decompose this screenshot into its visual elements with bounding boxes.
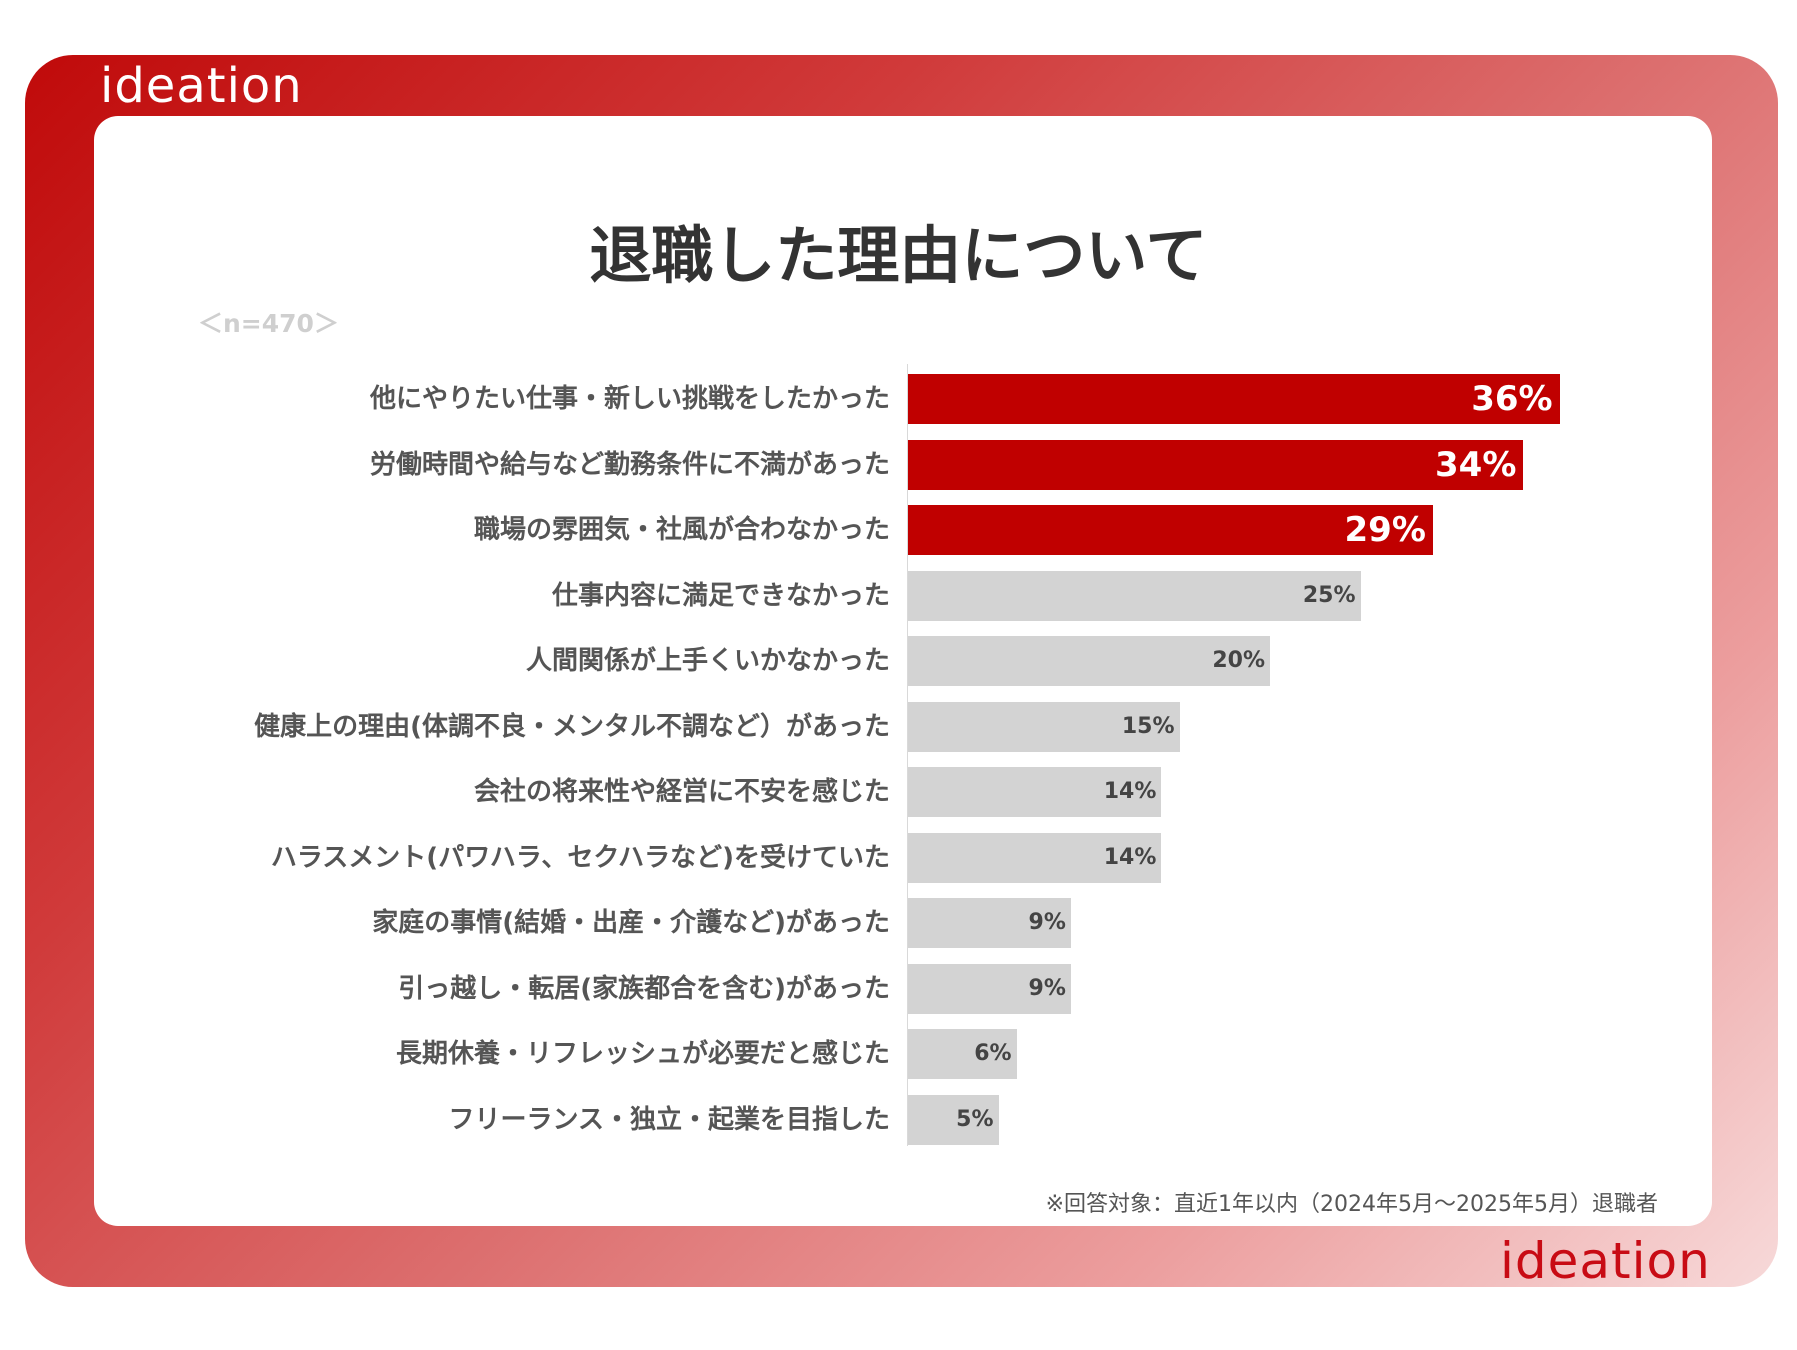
value-label: 9% bbox=[1028, 910, 1066, 935]
bar bbox=[908, 374, 1560, 424]
category-label: 人間関係が上手くいかなかった bbox=[525, 646, 890, 676]
category-label: 健康上の理由(体調不良・メンタル不調など）があった bbox=[254, 711, 890, 742]
value-label: 36% bbox=[1471, 379, 1553, 419]
category-label: フリーランス・独立・起業を目指した bbox=[448, 1104, 890, 1135]
value-label: 15% bbox=[1121, 713, 1175, 739]
brand-logo-top: ideation bbox=[100, 58, 303, 114]
value-label: 5% bbox=[956, 1106, 994, 1132]
value-label: 14% bbox=[1103, 779, 1157, 804]
bar bbox=[908, 963, 1071, 1014]
bar bbox=[908, 1094, 999, 1145]
category-label: 労働時間や給与など勤務条件に不満があった bbox=[369, 449, 890, 480]
bar bbox=[908, 439, 1524, 490]
value-label: 25% bbox=[1302, 582, 1356, 608]
category-label: ハラスメント(パワハラ、セクハラなど)を受けていた bbox=[270, 842, 890, 873]
chart-title: 退職した理由について bbox=[589, 219, 1208, 292]
category-label: 職場の雰囲気・社風が合わなかった bbox=[473, 515, 890, 545]
value-label: 6% bbox=[974, 1041, 1012, 1066]
footnote: ※回答対象：直近1年以内（2024年5月〜2025年5月）退職者 bbox=[1045, 1192, 1658, 1217]
category-label: 会社の将来性や経営に不安を感じた bbox=[473, 777, 890, 807]
bar bbox=[908, 570, 1361, 621]
sample-size: ＜n=470＞ bbox=[198, 309, 339, 338]
bar bbox=[908, 898, 1071, 948]
value-label: 20% bbox=[1212, 648, 1265, 673]
bar bbox=[908, 636, 1270, 686]
category-label: 長期休養・リフレッシュが必要だと感じた bbox=[395, 1039, 890, 1069]
chart-axis-line bbox=[907, 364, 908, 1146]
brand-logo-bottom: ideation bbox=[1500, 1232, 1711, 1290]
bar bbox=[908, 767, 1162, 817]
value-label: 14% bbox=[1103, 844, 1157, 870]
category-label: 引っ越し・転居(家族都合を含む)があった bbox=[398, 973, 890, 1004]
value-label: 34% bbox=[1435, 444, 1517, 485]
value-label: 9% bbox=[1028, 975, 1066, 1001]
bar bbox=[908, 1029, 1017, 1079]
chart-card bbox=[94, 116, 1712, 1226]
bar bbox=[908, 505, 1433, 555]
bar bbox=[908, 832, 1162, 883]
bar bbox=[908, 701, 1180, 752]
category-label: 仕事内容に満足できなかった bbox=[551, 580, 890, 611]
value-label: 29% bbox=[1344, 510, 1426, 550]
category-label: 他にやりたい仕事・新しい挑戦をしたかった bbox=[369, 384, 890, 414]
category-label: 家庭の事情(結婚・出産・介護など)があった bbox=[372, 908, 890, 938]
